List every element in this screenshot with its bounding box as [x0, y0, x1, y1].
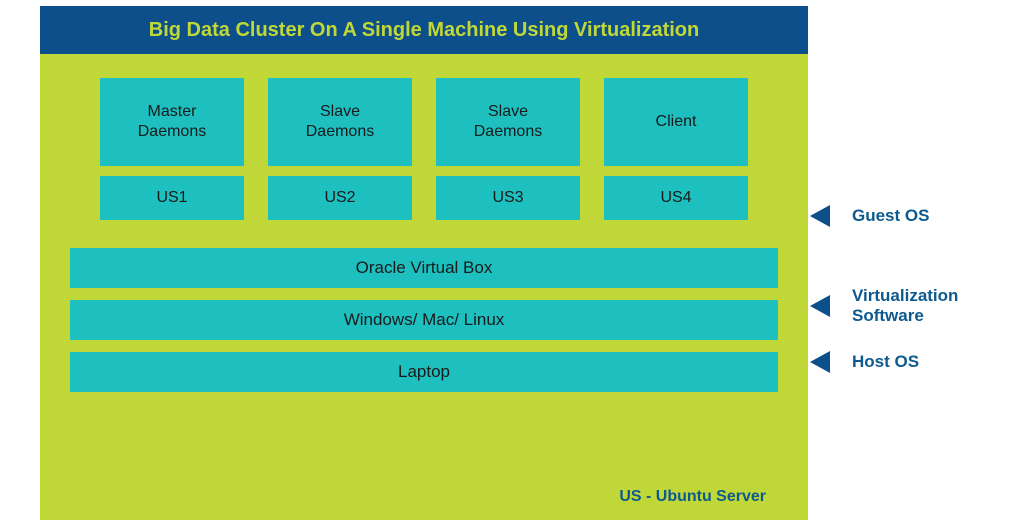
guest-os-box: US1	[100, 176, 244, 220]
guest-os-box: US4	[604, 176, 748, 220]
hardware-layer: Laptop	[70, 352, 778, 392]
footnote: US - Ubuntu Server	[619, 488, 766, 506]
footnote-text: US - Ubuntu Server	[619, 488, 766, 505]
layer-stack: Oracle Virtual Box Windows/ Mac/ Linux L…	[70, 248, 778, 392]
host-os-layer: Windows/ Mac/ Linux	[70, 300, 778, 340]
virtualization-label: Oracle Virtual Box	[356, 257, 493, 278]
diagram-title: Big Data Cluster On A Single Machine Usi…	[149, 19, 699, 42]
arrow-icon	[810, 295, 830, 317]
arrow-icon	[810, 351, 830, 373]
daemon-box: Slave Daemons	[268, 78, 412, 166]
guest-os-box: US2	[268, 176, 412, 220]
daemon-box: Client	[604, 78, 748, 166]
guest-os-box: US3	[436, 176, 580, 220]
host-os-callout: Host OS	[852, 352, 919, 372]
vm-column: Slave Daemons US3	[436, 78, 580, 220]
virtualization-layer: Oracle Virtual Box	[70, 248, 778, 288]
daemon-box: Master Daemons	[100, 78, 244, 166]
diagram-canvas: Big Data Cluster On A Single Machine Usi…	[40, 6, 808, 520]
host-os-label: Windows/ Mac/ Linux	[344, 309, 505, 330]
vm-column: Slave Daemons US2	[268, 78, 412, 220]
daemon-box: Slave Daemons	[436, 78, 580, 166]
vm-column: Client US4	[604, 78, 748, 220]
diagram-body: Master DaemonsUS1Slave DaemonsUS2Slave D…	[40, 54, 808, 520]
hardware-label: Laptop	[398, 361, 450, 382]
virtualization-callout: Virtualization Software	[852, 286, 958, 327]
vm-row: Master DaemonsUS1Slave DaemonsUS2Slave D…	[70, 78, 778, 220]
arrow-icon	[810, 205, 830, 227]
guest-os-callout: Guest OS	[852, 206, 929, 226]
vm-column: Master Daemons US1	[100, 78, 244, 220]
title-bar: Big Data Cluster On A Single Machine Usi…	[40, 6, 808, 54]
